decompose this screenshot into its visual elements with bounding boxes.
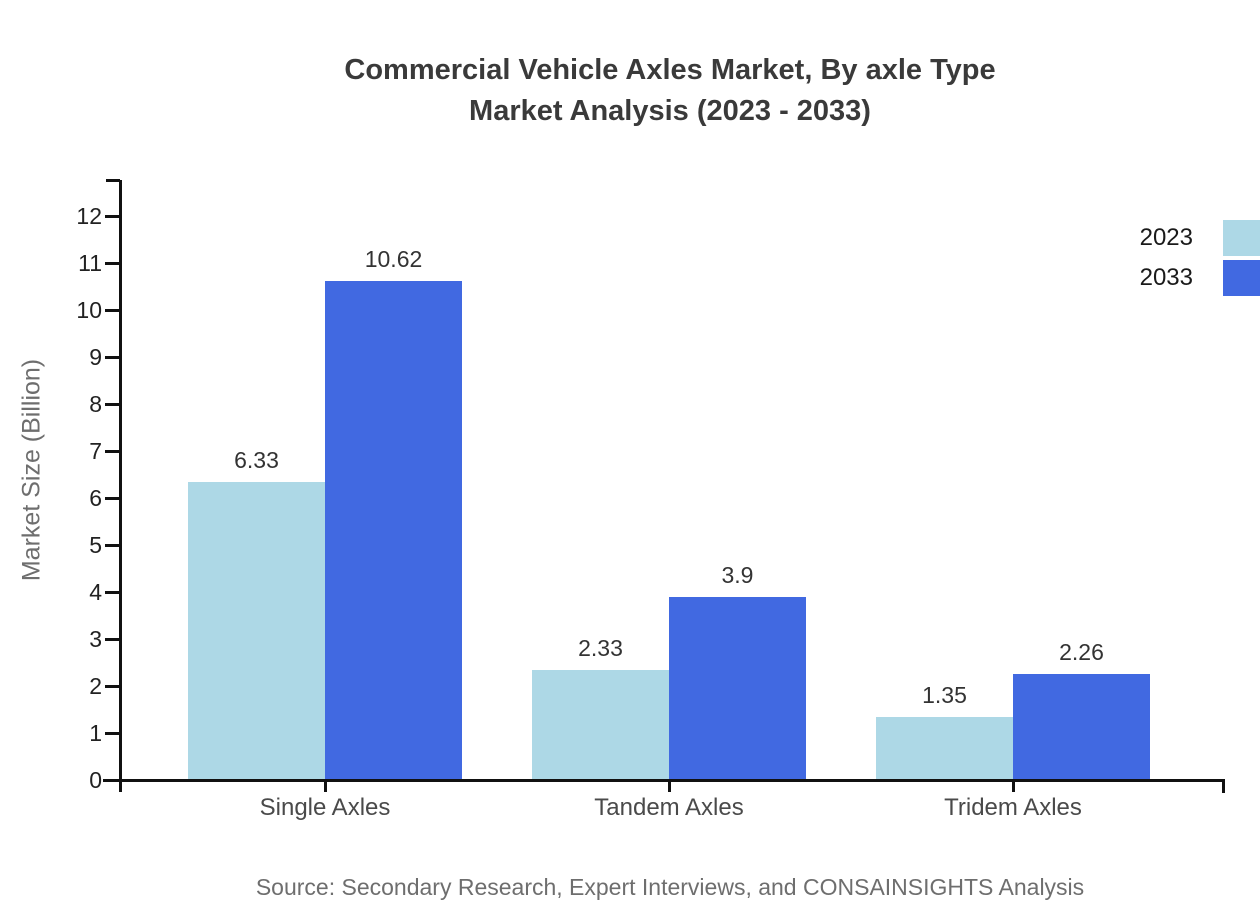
y-tick-label: 1 bbox=[89, 720, 102, 746]
x-category-label: Single Axles bbox=[259, 794, 391, 821]
y-tick-label: 12 bbox=[76, 203, 102, 229]
bar-value-label: 2.26 bbox=[1059, 639, 1104, 665]
y-tick-label: 2 bbox=[89, 673, 102, 699]
x-tick bbox=[323, 780, 327, 792]
y-tick bbox=[105, 731, 120, 735]
bar-2023-tandem-axles bbox=[532, 670, 669, 780]
y-tick bbox=[105, 214, 120, 218]
y-tick-label: 4 bbox=[89, 579, 102, 605]
y-tick bbox=[105, 496, 120, 500]
y-tick-label: 10 bbox=[76, 297, 102, 323]
source-note: Source: Secondary Research, Expert Inter… bbox=[255, 874, 1085, 900]
legend-label-2023: 2023 bbox=[1139, 224, 1193, 251]
legend-swatch-2023 bbox=[1223, 220, 1260, 256]
bar-value-label: 3.9 bbox=[721, 562, 754, 588]
bar-value-label: 6.33 bbox=[234, 447, 279, 473]
y-tick bbox=[105, 355, 120, 359]
x-tick bbox=[1011, 780, 1015, 792]
bar-value-label: 1.35 bbox=[922, 682, 967, 708]
y-tick-label: 0 bbox=[89, 767, 102, 793]
chart-title-line-1: Commercial Vehicle Axles Market, By axle… bbox=[344, 54, 996, 86]
bar-2023-tridem-axles bbox=[876, 717, 1013, 780]
x-category-label: Tridem Axles bbox=[944, 794, 1082, 821]
chart-title: Commercial Vehicle Axles Market, By axle… bbox=[80, 50, 1260, 132]
y-tick-label: 5 bbox=[89, 532, 102, 558]
bar-2033-single-axles bbox=[325, 281, 462, 780]
y-tick-label: 6 bbox=[89, 485, 102, 511]
legend-swatch-2033 bbox=[1223, 260, 1260, 296]
y-tick-label: 7 bbox=[89, 438, 102, 464]
y-tick-label: 3 bbox=[89, 626, 102, 652]
y-tick bbox=[105, 543, 120, 547]
y-axis-end-cap bbox=[106, 178, 120, 182]
x-category-label: Tandem Axles bbox=[594, 794, 744, 821]
bar-value-label: 2.33 bbox=[578, 635, 623, 661]
bar-2033-tridem-axles bbox=[1013, 674, 1150, 780]
y-tick bbox=[105, 684, 120, 688]
bar-2023-single-axles bbox=[188, 482, 325, 780]
legend-label-2033: 2033 bbox=[1139, 264, 1193, 291]
x-tick bbox=[667, 780, 671, 792]
y-tick-label: 8 bbox=[89, 391, 102, 417]
y-tick-label: 11 bbox=[78, 250, 102, 276]
x-axis-end-cap bbox=[1222, 778, 1225, 793]
chart-title-line-2: Market Analysis (2023 - 2033) bbox=[469, 95, 871, 127]
y-tick bbox=[105, 261, 120, 265]
y-tick bbox=[105, 637, 120, 641]
y-tick bbox=[105, 402, 120, 406]
y-tick bbox=[105, 590, 120, 594]
bar-value-label: 10.62 bbox=[364, 246, 423, 272]
bar-2033-tandem-axles bbox=[669, 597, 806, 780]
y-axis-line bbox=[118, 180, 122, 792]
y-tick bbox=[105, 449, 120, 453]
y-tick-label: 9 bbox=[89, 344, 102, 370]
x-axis-line bbox=[103, 778, 1225, 782]
y-tick bbox=[105, 308, 120, 312]
